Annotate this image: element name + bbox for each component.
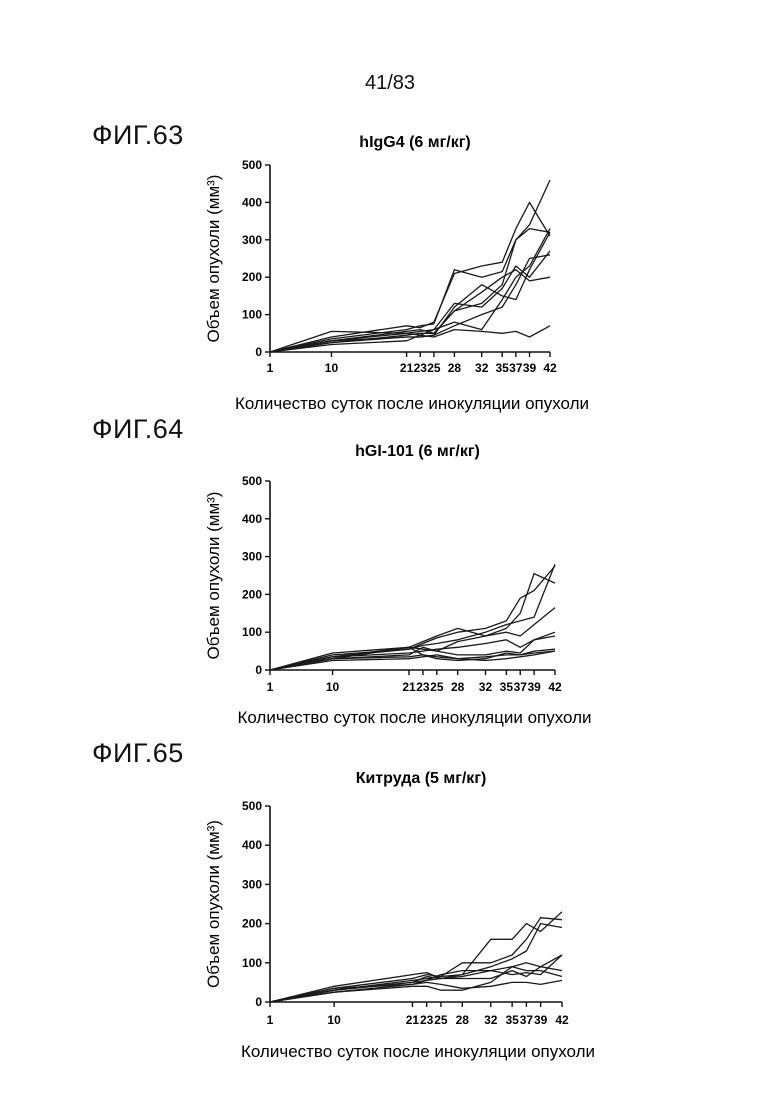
x-tick-label: 42 [543, 361, 557, 375]
series-line [270, 202, 550, 352]
x-tick-label: 37 [509, 361, 523, 375]
y-axis-label: Объем опухоли (мм³) [204, 492, 223, 660]
x-tick-label: 10 [325, 361, 339, 375]
y-tick-label: 500 [242, 799, 262, 813]
x-tick-label: 25 [434, 1013, 448, 1027]
y-tick-label: 500 [242, 474, 262, 488]
x-axis-label: Количество суток после инокуляции опухол… [241, 1042, 595, 1061]
x-tick-label: 32 [484, 1013, 498, 1027]
x-tick-label: 28 [451, 680, 465, 694]
y-tick-label: 300 [242, 877, 262, 891]
series-line [270, 924, 562, 1002]
x-tick-label: 23 [416, 680, 430, 694]
x-tick-label: 21 [402, 680, 416, 694]
y-tick-label: 300 [242, 550, 262, 564]
y-tick-label: 200 [242, 587, 262, 601]
y-tick-label: 0 [255, 995, 262, 1009]
x-tick-label: 42 [555, 1013, 569, 1027]
y-axis-label: Объем опухоли (мм³) [204, 820, 223, 988]
x-tick-label: 23 [420, 1013, 434, 1027]
y-tick-label: 0 [255, 345, 262, 359]
x-tick-label: 32 [479, 680, 493, 694]
x-tick-label: 35 [500, 680, 514, 694]
x-tick-label: 25 [427, 361, 441, 375]
x-tick-label: 21 [400, 361, 414, 375]
y-tick-label: 200 [242, 917, 262, 931]
x-tick-label: 35 [505, 1013, 519, 1027]
x-tick-label: 1 [267, 361, 274, 375]
y-tick-label: 100 [242, 625, 262, 639]
x-tick-label: 10 [326, 680, 340, 694]
y-tick-label: 500 [242, 158, 262, 172]
chart-hIgG4: hIgG4 (6 мг/кг) 0 100 200 300 400 500 1 10 212325… [0, 125, 780, 420]
y-tick-label: 400 [242, 838, 262, 852]
x-tick-label: 21 [406, 1013, 420, 1027]
x-tick-label: 28 [448, 361, 462, 375]
chart-title: hGI-101 (6 мг/кг) [355, 443, 480, 460]
x-tick-label: 10 [327, 1013, 341, 1027]
chart-title: hIgG4 (6 мг/кг) [359, 134, 470, 151]
series-line [270, 912, 562, 1002]
x-tick-label: 37 [520, 1013, 534, 1027]
x-axis-label: Количество суток после инокуляции опухол… [235, 394, 589, 413]
x-tick-label: 23 [414, 361, 428, 375]
y-axis-label: Объем опухоли (мм³) [204, 175, 223, 343]
x-tick-label: 25 [430, 680, 444, 694]
series-line [270, 636, 555, 670]
y-tick-label: 100 [242, 308, 262, 322]
chart-hGI-101: hGI-101 (6 мг/кг) 0 100 200 300 400 500 1 10 2123… [0, 440, 780, 735]
series-line [270, 632, 555, 670]
y-tick-label: 0 [255, 663, 262, 677]
x-tick-label: 1 [267, 680, 274, 694]
y-tick-label: 100 [242, 956, 262, 970]
series-line [270, 918, 562, 1002]
x-tick-label: 32 [475, 361, 489, 375]
chart-keytruda: Китруда (5 мг/кг) 0 100 200 300 400 500 1 10 2123… [0, 765, 780, 1065]
x-tick-label: 37 [514, 680, 528, 694]
x-tick-label: 35 [496, 361, 510, 375]
y-tick-label: 300 [242, 233, 262, 247]
page-number: 41/83 [0, 72, 780, 95]
x-tick-label: 39 [527, 680, 541, 694]
chart-title: Китруда (5 мг/кг) [356, 770, 487, 787]
x-tick-label: 42 [548, 680, 562, 694]
y-tick-label: 400 [242, 512, 262, 526]
x-tick-label: 39 [534, 1013, 548, 1027]
y-tick-label: 400 [242, 195, 262, 209]
x-axis-label: Количество суток после инокуляции опухол… [237, 708, 591, 727]
x-tick-label: 39 [523, 361, 537, 375]
y-tick-label: 200 [242, 270, 262, 284]
x-tick-label: 1 [267, 1013, 274, 1027]
x-tick-label: 28 [456, 1013, 470, 1027]
